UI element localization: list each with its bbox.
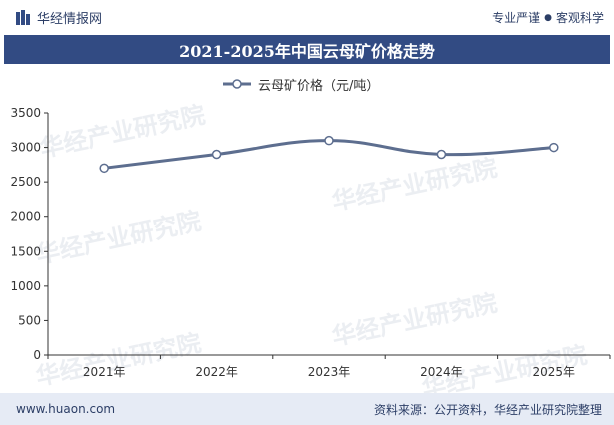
top-bar: 华经情报网 专业严谨 ● 客观科学 [0, 0, 614, 35]
x-tick-label: 2025年 [533, 365, 576, 379]
x-tick-label: 2024年 [420, 365, 463, 379]
x-tick-label: 2023年 [308, 365, 351, 379]
line-chart: 0 500 1000 1500 2000 2500 3000 3500 2021年 2022年 20… [10, 106, 611, 379]
data-point [99, 163, 109, 174]
footer-source: 资料来源：公开资料，华经产业研究院整理 [373, 402, 602, 417]
tagline-separator: ● [544, 12, 552, 23]
y-tick-label: 2000 [10, 210, 41, 224]
data-point [211, 149, 222, 160]
y-tick-label: 500 [18, 313, 41, 327]
tagline-left: 专业严谨 [492, 11, 541, 25]
y-tick-label: 1500 [10, 244, 41, 258]
brand: 华经情报网 [16, 8, 102, 27]
logo-icon [16, 9, 30, 25]
y-tick-label: 1000 [10, 279, 41, 293]
y-tick-label: 2500 [10, 175, 41, 189]
brand-name: 华经情报网 [37, 12, 103, 27]
y-tick-label: 3000 [10, 141, 41, 155]
tagline-right: 客观科学 [555, 11, 604, 25]
data-point [324, 135, 334, 146]
chart-title: 2021-2025年中国云母矿价格走势 [4, 35, 610, 64]
tagline: 专业严谨 ● 客观科学 [492, 9, 604, 26]
chart-legend: 云母矿价格（元/吨） [222, 74, 379, 94]
legend-marker-icon [223, 79, 251, 89]
legend-label: 云母矿价格（元/吨） [258, 78, 380, 94]
footer: www.huaon.com 资料来源：公开资料，华经产业研究院整理 [0, 393, 614, 425]
data-point [549, 142, 559, 153]
y-tick-label: 0 [33, 348, 41, 362]
x-tick-label: 2021年 [83, 365, 126, 379]
footer-url[interactable]: www.huaon.com [16, 402, 116, 416]
x-tick-label: 2022年 [195, 365, 238, 379]
data-point [436, 149, 447, 160]
y-tick-label: 3500 [10, 106, 41, 120]
